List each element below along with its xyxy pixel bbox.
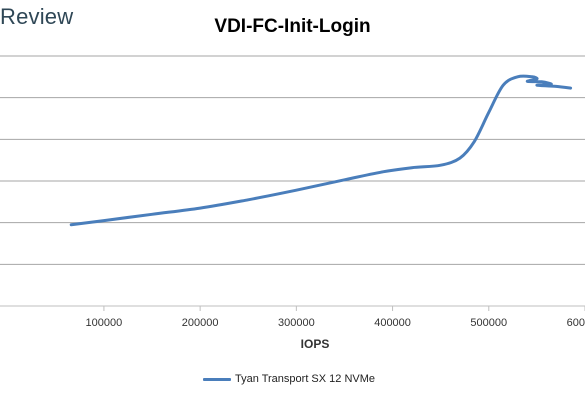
x-axis-label: IOPS bbox=[301, 337, 330, 351]
chart-title: VDI-FC-Init-Login bbox=[214, 16, 371, 37]
legend-swatch bbox=[203, 377, 231, 381]
x-axis: 100000 200000 300000 400000 500000 600000 bbox=[86, 306, 585, 329]
x-tick-label: 400000 bbox=[374, 317, 411, 329]
brand-logo-text: Review bbox=[0, 4, 74, 29]
x-tick-label: 600000 bbox=[567, 317, 585, 329]
x-tick-label: 300000 bbox=[278, 317, 315, 329]
legend: Tyan Transport SX 12 NVMe bbox=[203, 373, 375, 385]
legend-label: Tyan Transport SX 12 NVMe bbox=[235, 373, 376, 385]
x-tick-label: 500000 bbox=[470, 317, 507, 329]
x-tick-label: 200000 bbox=[182, 317, 219, 329]
series-layer bbox=[69, 74, 573, 227]
series-line bbox=[69, 74, 573, 227]
x-tick-label: 100000 bbox=[86, 317, 123, 329]
gridlines bbox=[0, 55, 585, 307]
